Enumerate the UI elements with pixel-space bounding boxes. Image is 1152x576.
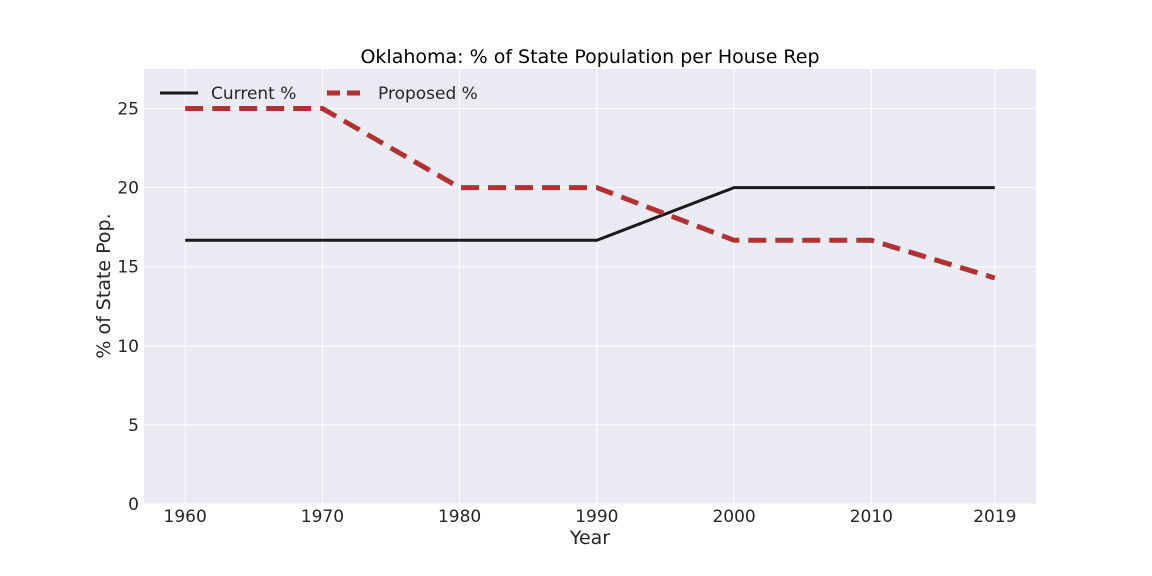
- x-axis-label: Year: [569, 527, 610, 549]
- x-tick-label: 1990: [575, 507, 618, 527]
- series-line-1: [185, 106, 996, 281]
- series-line-0: [185, 186, 995, 242]
- legend-label-0: Current %: [211, 84, 296, 104]
- gridlines: [144, 69, 1036, 505]
- y-tick-label: 0: [128, 495, 139, 515]
- legend: Current % Proposed %: [160, 84, 478, 104]
- x-tick-label: 2010: [850, 507, 893, 527]
- x-axis-ticks: 1960 1970 1980 1990 2000 2010 2019: [164, 507, 1017, 527]
- series-lines: [185, 106, 996, 281]
- y-tick-label: 20: [117, 179, 139, 199]
- y-tick-label: 5: [128, 416, 139, 436]
- y-tick-label: 25: [117, 100, 139, 120]
- legend-label-1: Proposed %: [378, 84, 478, 104]
- x-tick-label: 2019: [973, 507, 1016, 527]
- x-tick-label: 1960: [164, 507, 207, 527]
- y-tick-label: 10: [117, 337, 139, 357]
- chart-title: Oklahoma: % of State Population per Hous…: [360, 46, 819, 68]
- x-tick-label: 1980: [438, 507, 481, 527]
- y-axis-ticks: 0 5 10 15 20 25: [117, 100, 139, 515]
- x-tick-label: 2000: [712, 507, 755, 527]
- plot-area: [144, 69, 1036, 504]
- y-axis-label: % of State Pop.: [93, 213, 115, 358]
- x-tick-label: 1970: [301, 507, 344, 527]
- y-tick-label: 15: [117, 258, 139, 278]
